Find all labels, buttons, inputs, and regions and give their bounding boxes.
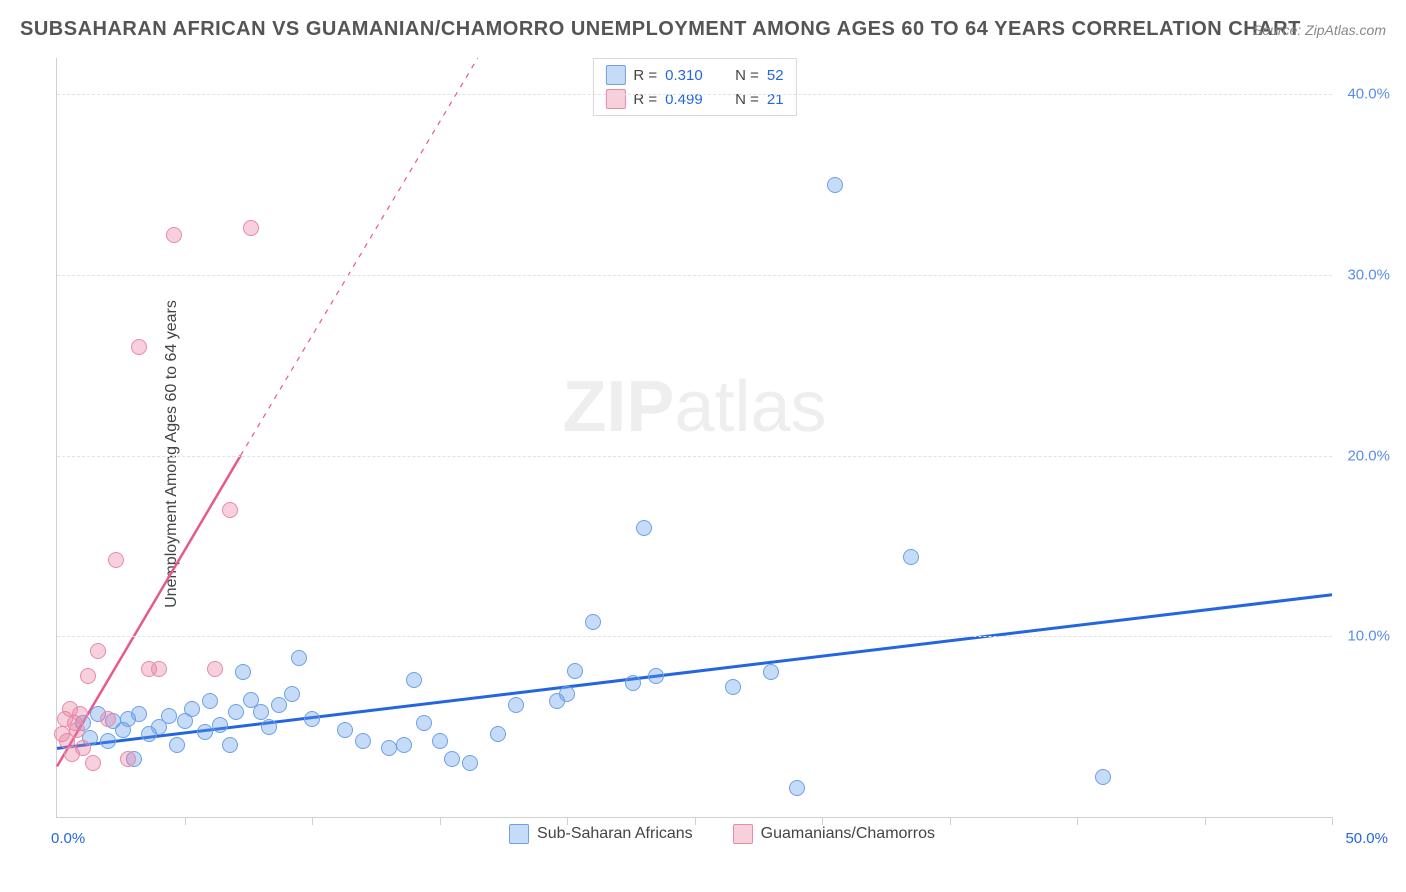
r-label: R = bbox=[633, 67, 657, 84]
legend-swatch bbox=[605, 89, 625, 109]
data-point bbox=[184, 701, 200, 717]
stats-legend-row: R = 0.310 N = 52 bbox=[605, 63, 783, 87]
data-point bbox=[585, 614, 601, 630]
x-end-label: 50.0% bbox=[1345, 830, 1388, 847]
x-tick bbox=[440, 817, 441, 825]
data-point bbox=[166, 227, 182, 243]
data-point bbox=[432, 733, 448, 749]
x-tick bbox=[1332, 817, 1333, 825]
n-value: 21 bbox=[767, 91, 784, 108]
data-point bbox=[903, 549, 919, 565]
n-value: 52 bbox=[767, 67, 784, 84]
data-point bbox=[212, 717, 228, 733]
data-point bbox=[648, 668, 664, 684]
data-point bbox=[271, 697, 287, 713]
gridline bbox=[57, 94, 1332, 95]
n-label: N = bbox=[735, 91, 759, 108]
data-point bbox=[72, 706, 88, 722]
data-point bbox=[827, 177, 843, 193]
data-point bbox=[725, 679, 741, 695]
x-tick bbox=[312, 817, 313, 825]
data-point bbox=[396, 737, 412, 753]
legend-item: Guamanians/Chamorros bbox=[733, 824, 935, 844]
n-label: N = bbox=[735, 67, 759, 84]
data-point bbox=[80, 668, 96, 684]
series-legend: Sub-Saharan Africans Guamanians/Chamorros bbox=[509, 824, 935, 844]
data-point bbox=[337, 722, 353, 738]
data-point bbox=[462, 755, 478, 771]
x-tick bbox=[1077, 817, 1078, 825]
data-point bbox=[381, 740, 397, 756]
data-point bbox=[100, 733, 116, 749]
data-point bbox=[169, 737, 185, 753]
gridline bbox=[57, 456, 1332, 457]
data-point bbox=[85, 755, 101, 771]
data-point bbox=[355, 733, 371, 749]
data-point bbox=[567, 663, 583, 679]
data-point bbox=[235, 664, 251, 680]
legend-label: Guamanians/Chamorros bbox=[761, 825, 935, 843]
data-point bbox=[444, 751, 460, 767]
legend-swatch bbox=[733, 824, 753, 844]
data-point bbox=[243, 220, 259, 236]
r-value: 0.499 bbox=[665, 91, 717, 108]
data-point bbox=[763, 664, 779, 680]
data-point bbox=[490, 726, 506, 742]
data-point bbox=[222, 502, 238, 518]
x-tick bbox=[950, 817, 951, 825]
watermark: ZIPatlas bbox=[562, 366, 826, 448]
y-tick-label: 20.0% bbox=[1347, 447, 1390, 464]
data-point bbox=[202, 693, 218, 709]
data-point bbox=[625, 675, 641, 691]
data-point bbox=[1095, 769, 1111, 785]
x-tick bbox=[185, 817, 186, 825]
legend-swatch bbox=[509, 824, 529, 844]
data-point bbox=[789, 780, 805, 796]
data-point bbox=[120, 751, 136, 767]
data-point bbox=[291, 650, 307, 666]
data-point bbox=[75, 740, 91, 756]
y-tick-label: 40.0% bbox=[1347, 86, 1390, 103]
data-point bbox=[131, 339, 147, 355]
data-point bbox=[100, 711, 116, 727]
chart-title: SUBSAHARAN AFRICAN VS GUAMANIAN/CHAMORRO… bbox=[20, 18, 1301, 41]
data-point bbox=[151, 661, 167, 677]
data-point bbox=[90, 643, 106, 659]
r-value: 0.310 bbox=[665, 67, 717, 84]
data-point bbox=[228, 704, 244, 720]
data-point bbox=[284, 686, 300, 702]
data-point bbox=[636, 520, 652, 536]
y-tick-label: 30.0% bbox=[1347, 266, 1390, 283]
legend-label: Sub-Saharan Africans bbox=[537, 825, 693, 843]
data-point bbox=[559, 686, 575, 702]
data-point bbox=[222, 737, 238, 753]
legend-item: Sub-Saharan Africans bbox=[509, 824, 693, 844]
data-point bbox=[207, 661, 223, 677]
data-point bbox=[508, 697, 524, 713]
source-attribution: Source: ZipAtlas.com bbox=[1253, 22, 1386, 38]
plot-area: ZIPatlas R =0.310N =52R =0.499N =21 10.0… bbox=[56, 58, 1332, 818]
x-tick bbox=[1205, 817, 1206, 825]
legend-swatch bbox=[605, 65, 625, 85]
gridline bbox=[57, 636, 1332, 637]
gridline bbox=[57, 275, 1332, 276]
y-tick-label: 10.0% bbox=[1347, 628, 1390, 645]
stats-legend-row: R = 0.499 N = 21 bbox=[605, 87, 783, 111]
chart-container: Unemployment Among Ages 60 to 64 years Z… bbox=[50, 58, 1394, 850]
data-point bbox=[304, 711, 320, 727]
stats-legend: R = 0.310 N = 52 R = 0.499 N = 21 bbox=[592, 58, 796, 116]
data-point bbox=[416, 715, 432, 731]
data-point bbox=[161, 708, 177, 724]
r-label: R = bbox=[633, 91, 657, 108]
x-start-label: 0.0% bbox=[51, 830, 85, 847]
data-point bbox=[108, 552, 124, 568]
data-point bbox=[197, 724, 213, 740]
data-point bbox=[69, 722, 85, 738]
data-point bbox=[131, 706, 147, 722]
data-point bbox=[261, 719, 277, 735]
data-point bbox=[406, 672, 422, 688]
